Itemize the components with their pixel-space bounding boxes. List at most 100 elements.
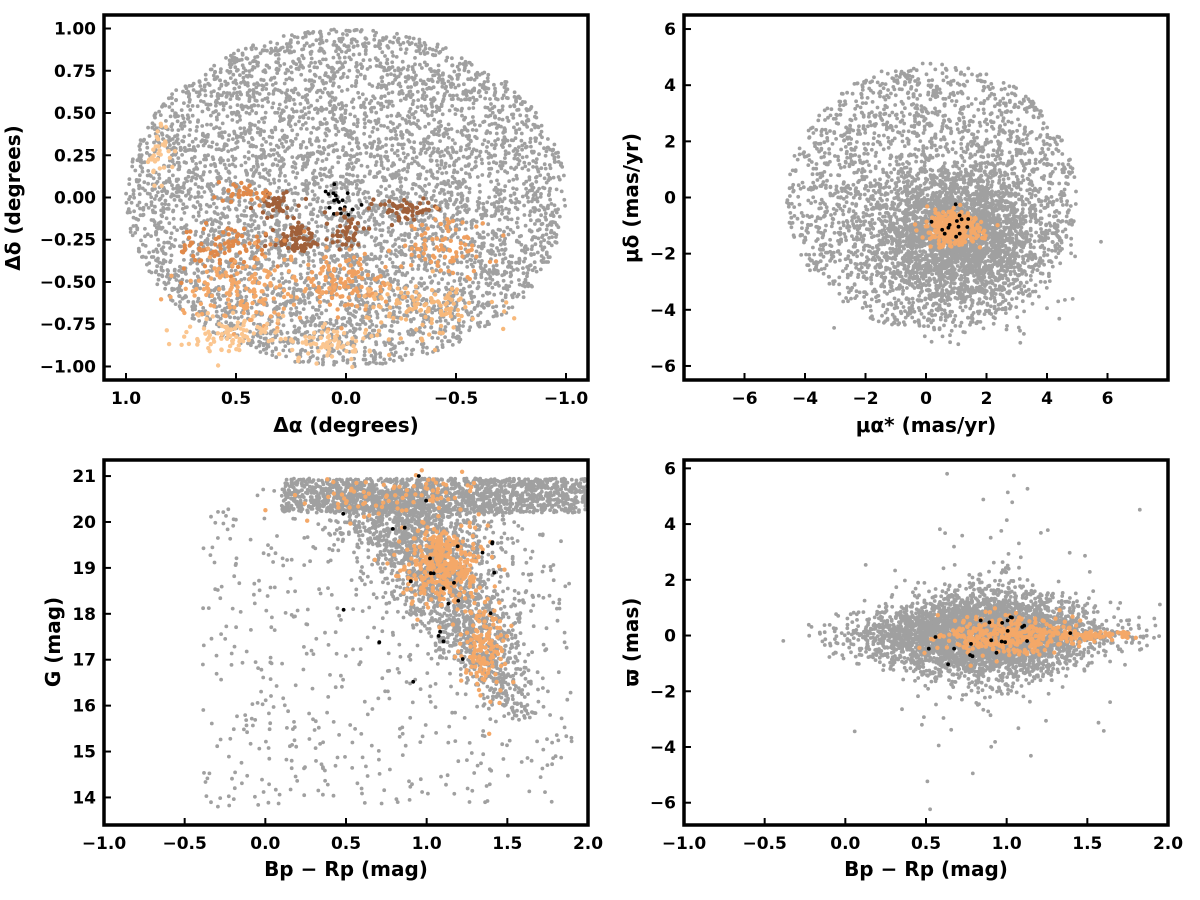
sky-field-point bbox=[542, 176, 547, 181]
sky-field-point bbox=[494, 304, 499, 309]
sky-field-point bbox=[380, 260, 384, 265]
sky-field-point bbox=[193, 148, 198, 153]
sky-field-point bbox=[260, 162, 265, 167]
sky-field-point bbox=[323, 86, 327, 91]
sky-field-point bbox=[349, 230, 353, 235]
sky-field-point bbox=[220, 211, 224, 216]
sky-field-point bbox=[355, 192, 360, 197]
sky-field-point bbox=[422, 41, 427, 45]
sky-field-point bbox=[253, 123, 257, 128]
sky-field-point bbox=[498, 238, 502, 242]
sky-field-point bbox=[380, 79, 384, 84]
sky-field-point bbox=[419, 226, 423, 231]
sky-field-point bbox=[438, 191, 442, 195]
sky-field-point bbox=[327, 128, 331, 133]
sky-field-point bbox=[386, 230, 391, 234]
sky-field-point bbox=[210, 220, 215, 225]
sky-field-point bbox=[379, 246, 384, 251]
sky-field-point bbox=[398, 180, 403, 184]
sky-field-point bbox=[388, 357, 392, 361]
sky-field-point bbox=[210, 299, 214, 303]
sky-field-point bbox=[414, 155, 419, 160]
sky-field-point bbox=[212, 288, 216, 292]
sky-field-point bbox=[500, 211, 504, 216]
sky-field-point bbox=[443, 335, 447, 339]
sky-field-point bbox=[267, 168, 272, 173]
sky-field-point bbox=[343, 60, 347, 65]
sky-field-point bbox=[361, 58, 366, 63]
sky-field-point bbox=[416, 44, 421, 49]
sky-field-point bbox=[526, 168, 531, 172]
sky-field-point bbox=[244, 294, 249, 299]
sky-field-point bbox=[296, 40, 300, 45]
sky-field-point bbox=[399, 233, 404, 237]
sky-field-point bbox=[536, 218, 541, 223]
sky-field-point bbox=[423, 150, 428, 155]
sky-field-point bbox=[263, 96, 268, 101]
sky-field-point bbox=[218, 156, 223, 161]
sky-field-point bbox=[334, 186, 339, 190]
sky-field-point bbox=[497, 117, 502, 121]
sky-field-point bbox=[329, 256, 334, 260]
sky-field-point bbox=[500, 273, 505, 278]
sky-field-point bbox=[336, 160, 341, 165]
sky-field-point bbox=[368, 134, 372, 139]
sky-field-point bbox=[388, 137, 393, 141]
sky-field-point bbox=[524, 186, 528, 191]
sky-field-point bbox=[531, 122, 536, 127]
sky-field-point bbox=[163, 180, 168, 185]
sky-field-point bbox=[376, 242, 381, 247]
sky-field-point bbox=[367, 82, 372, 86]
sky-field-point bbox=[483, 269, 488, 273]
sky-field-point bbox=[514, 131, 518, 135]
sky-field-point bbox=[538, 267, 543, 272]
sky-field-point bbox=[534, 175, 539, 179]
sky-field-point bbox=[455, 77, 460, 81]
sky-field-point bbox=[278, 293, 283, 298]
sky-field-point bbox=[290, 115, 295, 119]
sky-field-point bbox=[371, 356, 376, 361]
sky-field-point bbox=[318, 185, 322, 190]
sky-field-point bbox=[546, 193, 551, 198]
sky-field-point bbox=[302, 298, 307, 303]
sky-field-point bbox=[515, 207, 520, 212]
sky-field-point bbox=[220, 101, 225, 106]
sky-field-point bbox=[493, 91, 497, 95]
sky-field-point bbox=[309, 131, 314, 135]
sky-field-point bbox=[247, 131, 252, 135]
sky-field-point bbox=[224, 101, 228, 106]
sky-field-point bbox=[340, 127, 345, 132]
sky-field-point bbox=[499, 205, 504, 209]
sky-field-point bbox=[262, 120, 266, 125]
sky-field-point bbox=[321, 362, 325, 367]
sky-field-point bbox=[489, 214, 494, 219]
sky-field-point bbox=[296, 91, 300, 96]
sky-field-point bbox=[351, 330, 356, 335]
sky-field-point bbox=[165, 134, 170, 138]
sky-field-point bbox=[369, 252, 374, 257]
sky-field-point bbox=[432, 73, 437, 78]
sky-field-point bbox=[515, 122, 520, 126]
sky-field-point bbox=[450, 63, 454, 68]
sky-field-point bbox=[219, 82, 224, 87]
sky-field-point bbox=[392, 196, 397, 201]
sky-field-point bbox=[374, 64, 379, 68]
sky-field-point bbox=[284, 99, 288, 103]
sky-field-point bbox=[252, 219, 257, 224]
sky-field-point bbox=[286, 182, 291, 187]
sky-field-point bbox=[221, 293, 226, 298]
sky-field-point bbox=[352, 130, 356, 135]
sky-field-point bbox=[127, 182, 132, 187]
sky-field-point bbox=[412, 182, 416, 186]
sky-field-point bbox=[494, 263, 499, 268]
sky-field-point bbox=[291, 109, 296, 114]
sky-field-point bbox=[483, 96, 487, 101]
sky-field-point bbox=[186, 115, 191, 120]
sky-field-point bbox=[274, 355, 279, 360]
sky-field-point bbox=[179, 108, 184, 112]
sky-field-point bbox=[354, 81, 358, 85]
sky-field-point bbox=[447, 339, 452, 344]
sky-field-point bbox=[344, 200, 348, 204]
sky-field-point bbox=[373, 56, 378, 61]
sky-field-point bbox=[333, 74, 337, 79]
